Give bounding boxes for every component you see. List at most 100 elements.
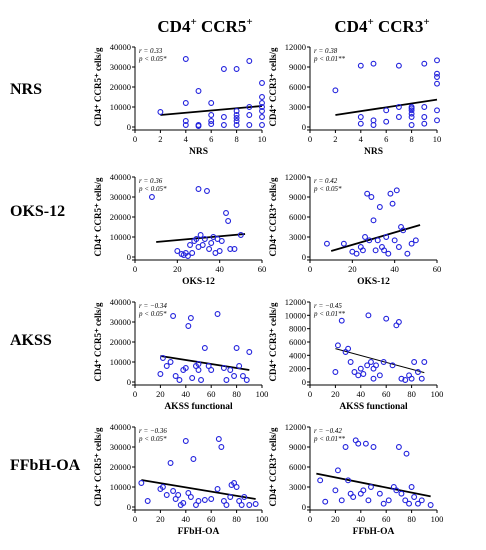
- data-point: [174, 248, 181, 254]
- data-point: [233, 345, 240, 351]
- y-tick-label: 20000: [110, 82, 131, 92]
- y-tick-label: 20000: [110, 337, 131, 347]
- regression-line: [156, 233, 246, 243]
- data-point: [208, 496, 215, 502]
- data-point: [233, 112, 240, 118]
- data-point: [357, 62, 364, 69]
- stat-annotation: p < 0.05*: [138, 55, 167, 63]
- data-point: [184, 253, 191, 259]
- data-point: [233, 115, 240, 121]
- y-tick-label: 6000: [289, 337, 306, 347]
- data-point: [193, 236, 200, 242]
- data-point: [205, 363, 212, 369]
- data-point: [374, 237, 381, 244]
- x-tick-label: 0: [133, 264, 137, 274]
- data-point: [167, 359, 174, 365]
- data-point: [159, 484, 166, 490]
- data-point: [408, 375, 415, 382]
- y-tick-label: 8000: [289, 324, 306, 334]
- stat-annotation: p < 0.05*: [138, 310, 167, 318]
- stat-annotation: p < 0.01**: [313, 435, 345, 443]
- x-tick-label: 20: [331, 514, 340, 524]
- data-point: [370, 60, 377, 67]
- data-point: [411, 494, 418, 500]
- data-point: [357, 120, 364, 127]
- data-point: [218, 238, 225, 244]
- y-tick-label: 0: [302, 252, 306, 262]
- data-point: [434, 57, 440, 64]
- data-point: [381, 247, 388, 254]
- data-point: [233, 66, 240, 72]
- y-tick-label: 10000: [110, 357, 131, 367]
- y-axis-label: CD4⁺ CCR3⁺ cells/g: [268, 47, 278, 126]
- column-header-ccr5: CD4+ CCR5+: [157, 16, 252, 36]
- data-point: [340, 240, 347, 247]
- data-point: [227, 246, 234, 252]
- data-point: [259, 104, 265, 110]
- data-point: [408, 114, 415, 120]
- data-point: [144, 498, 151, 504]
- data-point: [225, 218, 232, 224]
- data-point: [204, 188, 210, 194]
- data-point: [182, 56, 189, 62]
- scatter-panel-1: 0 3000 6000 9000 12000 0 2 4 6 8 10 NRS CD4⁺ CCR3⁺ c…: [268, 42, 441, 157]
- stat-annotation: r = 0.36: [139, 177, 163, 185]
- x-tick-label: 60: [258, 264, 267, 274]
- x-tick-label: 80: [232, 514, 241, 524]
- x-tick-label: 20: [331, 389, 340, 399]
- regression-line: [160, 105, 263, 116]
- x-tick-label: 20: [348, 264, 357, 274]
- data-point: [215, 436, 222, 442]
- data-point: [259, 94, 265, 100]
- x-axis-label: OKS-12: [357, 277, 390, 287]
- data-point: [408, 240, 415, 247]
- data-point: [362, 440, 369, 447]
- row-label-oks12: OKS-12: [10, 203, 65, 220]
- stat-annotation: r = 0.38: [314, 47, 338, 55]
- data-point: [236, 498, 243, 504]
- data-point: [185, 490, 192, 496]
- x-tick-label: 0: [308, 264, 312, 274]
- y-tick-label: 9000: [289, 442, 306, 452]
- data-point: [193, 502, 199, 508]
- data-point: [345, 345, 352, 352]
- data-point: [170, 488, 177, 494]
- x-tick-label: 10: [433, 134, 442, 144]
- data-point: [189, 250, 196, 256]
- data-point: [220, 122, 227, 128]
- data-point: [246, 502, 253, 508]
- data-point: [208, 121, 215, 127]
- data-point: [395, 104, 402, 110]
- data-point: [366, 237, 373, 244]
- data-point: [398, 375, 405, 382]
- data-point: [395, 244, 402, 250]
- data-point: [180, 500, 187, 506]
- x-tick-label: 100: [431, 389, 444, 399]
- data-point: [347, 359, 354, 365]
- x-axis-label: NRS: [364, 147, 383, 157]
- data-point: [370, 122, 377, 128]
- y-tick-label: 0: [127, 502, 131, 512]
- data-point: [208, 367, 215, 373]
- data-point: [246, 104, 253, 110]
- data-point: [421, 104, 428, 110]
- data-point: [393, 187, 400, 194]
- x-axis-label: AKSS functional: [164, 402, 233, 412]
- stat-annotation: p < 0.01**: [313, 55, 345, 63]
- y-tick-label: 12000: [285, 172, 306, 182]
- data-point: [434, 70, 440, 77]
- y-tick-label: 0: [127, 122, 131, 132]
- data-point: [380, 359, 387, 365]
- data-point: [208, 240, 215, 246]
- data-point: [334, 467, 341, 474]
- data-point: [170, 313, 177, 319]
- data-point: [383, 315, 390, 322]
- data-point: [198, 377, 204, 383]
- data-point: [365, 312, 372, 319]
- data-point: [237, 232, 244, 238]
- data-point: [389, 362, 396, 369]
- data-point: [332, 87, 339, 94]
- y-tick-label: 10000: [285, 310, 306, 320]
- data-point: [220, 66, 227, 72]
